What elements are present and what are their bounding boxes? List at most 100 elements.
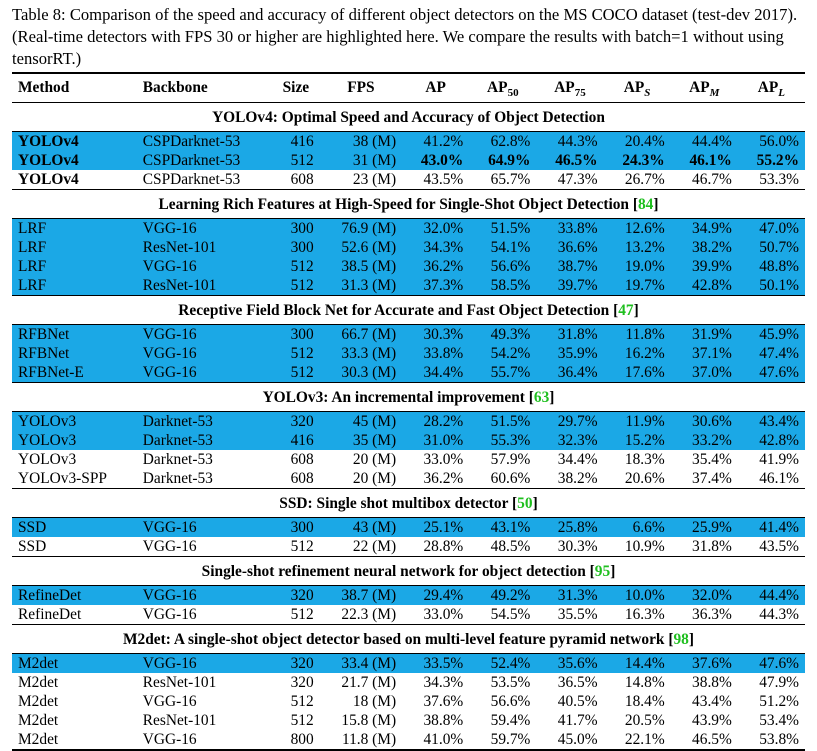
group-title-text: Receptive Field Block Net for Accurate a… — [178, 302, 610, 319]
cell-size: 300 — [272, 238, 320, 257]
cell-aps: 11.8% — [603, 324, 671, 344]
cell-aps: 24.3% — [603, 151, 671, 170]
cell-apm: 38.2% — [670, 238, 738, 257]
cell-ap50: 56.6% — [490, 693, 531, 710]
cell-ap50: 56.6% — [469, 257, 537, 276]
cell-size: 800 — [272, 730, 320, 751]
cell-fps: 31.3 (M) — [319, 276, 403, 296]
header-ap75-sub: 75 — [574, 87, 586, 100]
cell-apl: 41.4% — [737, 517, 805, 537]
cell-fps: 45 (M) — [319, 411, 403, 431]
cell-backbone: VGG-16 — [136, 344, 273, 363]
table-row: RFBNet VGG-16 300 66.7 (M) 30.3% 49.3% 31.8% 11… — [12, 324, 805, 344]
cell-size: 416 — [272, 131, 320, 151]
table-row: YOLOv3-SPP Darknet-53 608 20 (M) 36.2% 60.6% 3… — [12, 469, 805, 489]
cell-size: 608 — [290, 470, 314, 487]
cell-apm: 37.6% — [670, 653, 738, 673]
group-title-text: M2det: A single-shot object detector bas… — [123, 631, 665, 648]
table-row: LRF ResNet-101 512 31.3 (M) 37.3% 58.5% 39.7% 1… — [12, 276, 805, 296]
cell-fps: 22 (M) — [352, 538, 397, 555]
cell-backbone: CSPDarknet-53 — [136, 131, 273, 151]
cell-fps: 43 (M) — [319, 517, 403, 537]
cell-apm: 30.6% — [670, 411, 738, 431]
cell-aps: 16.3% — [624, 606, 665, 623]
cell-aps: 20.5% — [624, 712, 665, 729]
cell-ap: 37.3% — [402, 276, 470, 296]
cell-backbone: VGG-16 — [136, 363, 273, 383]
citation-link[interactable]: 47 — [618, 302, 634, 319]
cell-ap75: 35.9% — [536, 344, 604, 363]
cell-apl: 47.6% — [737, 363, 805, 383]
cell-ap75: 25.8% — [536, 517, 604, 537]
cell-ap50: 54.2% — [469, 344, 537, 363]
cell-size: 512 — [290, 606, 314, 623]
header-apl: APL — [738, 73, 805, 103]
cell-ap50: 49.3% — [469, 324, 537, 344]
group-title: Learning Rich Features at High-Speed for… — [12, 189, 805, 219]
cell-aps: 18.3% — [624, 451, 665, 468]
cell-size: 512 — [272, 363, 320, 383]
cell-backbone: VGG-16 — [142, 693, 197, 710]
citation-link[interactable]: 84 — [637, 196, 654, 213]
cell-apl: 41.9% — [759, 451, 799, 468]
cell-backbone: VGG-16 — [136, 585, 273, 605]
cell-aps: 19.7% — [603, 276, 671, 296]
cell-size: 320 — [272, 411, 320, 431]
cell-backbone: VGG-16 — [136, 730, 273, 751]
group-title: YOLOv3: An incremental improvement [63] — [12, 382, 805, 412]
header-apm-sub: M — [709, 87, 720, 100]
group-title-row: M2det: A single-shot object detector bas… — [12, 624, 805, 654]
cell-ap: 28.2% — [402, 411, 470, 431]
header-apl-sub: L — [778, 87, 786, 100]
cell-method: YOLOv4 — [12, 131, 137, 151]
cell-size: 512 — [290, 538, 314, 555]
citation-link[interactable]: 95 — [594, 563, 611, 580]
header-apl-base: AP — [757, 79, 779, 96]
cell-ap: 33.8% — [402, 344, 470, 363]
cell-backbone: ResNet-101 — [142, 712, 217, 729]
cell-apm: 33.2% — [670, 431, 738, 450]
cell-ap75: 33.8% — [536, 218, 604, 238]
header-method: Method — [18, 79, 70, 96]
table-row: RFBNet VGG-16 512 33.3 (M) 33.8% 54.2% 35.9% 16… — [12, 344, 805, 363]
cell-backbone: CSPDarknet-53 — [142, 171, 241, 188]
group-title-row: SSD: Single shot multibox detector [50] — [12, 488, 805, 518]
cell-apl: 44.3% — [759, 606, 799, 623]
cell-method: YOLOv3 — [18, 451, 77, 468]
header-size: Size — [282, 79, 310, 96]
cell-backbone: CSPDarknet-53 — [136, 151, 273, 170]
table-row: YOLOv3 Darknet-53 608 20 (M) 33.0% 57.9% 34.4%… — [12, 450, 805, 469]
header-apm: APM — [671, 73, 738, 103]
cell-apl: 47.0% — [737, 218, 805, 238]
cell-apm: 32.0% — [670, 585, 738, 605]
cell-apl: 53.8% — [737, 730, 805, 751]
cell-ap75: 46.5% — [536, 151, 604, 170]
group-title-text: YOLOv3: An incremental improvement — [262, 389, 525, 406]
cell-apm: 31.9% — [670, 324, 738, 344]
cell-size: 512 — [272, 151, 320, 170]
citation-link[interactable]: 98 — [673, 631, 689, 648]
cell-apl: 50.1% — [737, 276, 805, 296]
header-ap: AP — [425, 79, 446, 96]
citation-link[interactable]: 50 — [517, 495, 533, 512]
citation-link[interactable]: 63 — [533, 389, 550, 406]
table-row: LRF VGG-16 512 38.5 (M) 36.2% 56.6% 38.7% 19.0%… — [12, 257, 805, 276]
table-row: M2det VGG-16 320 33.4 (M) 33.5% 52.4% 35.6% 14.… — [12, 653, 805, 673]
cell-ap50: 51.5% — [469, 411, 537, 431]
cell-fps: 20 (M) — [352, 451, 397, 468]
cell-method: LRF — [12, 218, 137, 238]
cell-aps: 16.2% — [603, 344, 671, 363]
cell-method: RefineDet — [12, 585, 137, 605]
cell-ap50: 59.4% — [490, 712, 531, 729]
cell-ap75: 35.6% — [536, 653, 604, 673]
cell-fps: 76.9 (M) — [319, 218, 403, 238]
cell-aps: 20.6% — [624, 470, 665, 487]
cell-ap50: 43.1% — [469, 517, 537, 537]
cell-ap50: 58.5% — [469, 276, 537, 296]
cell-aps: 17.6% — [603, 363, 671, 383]
header-ap75-base: AP — [554, 79, 575, 96]
cell-apm: 37.4% — [692, 470, 732, 487]
cell-size: 320 — [290, 674, 314, 691]
cell-aps: 6.6% — [603, 517, 671, 537]
cell-ap75: 36.4% — [536, 363, 604, 383]
